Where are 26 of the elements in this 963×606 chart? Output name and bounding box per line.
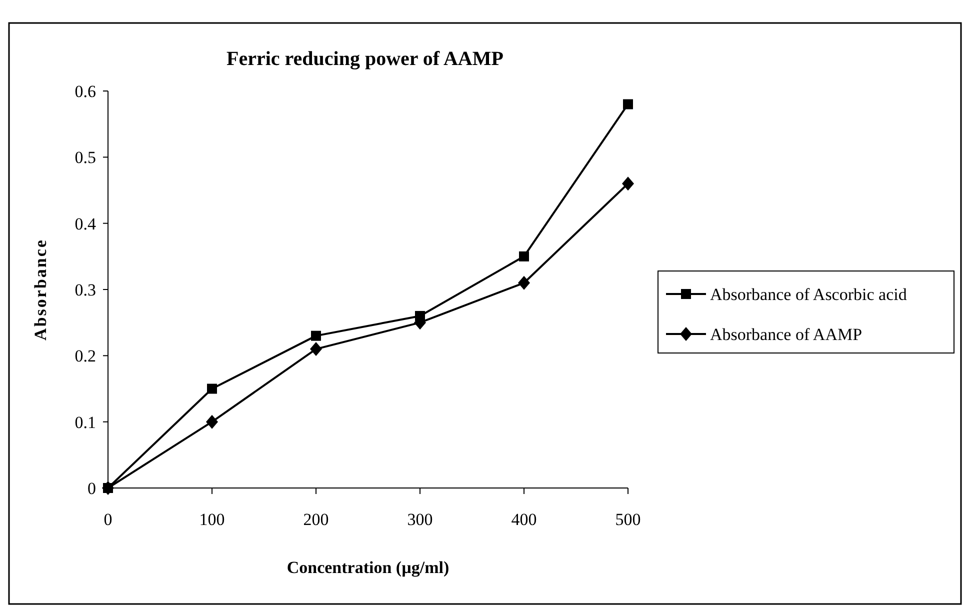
- y-axis-title: Absorbance: [31, 238, 50, 340]
- x-tick-label: 500: [615, 510, 641, 529]
- x-tick-label: 200: [303, 510, 329, 529]
- x-tick-label: 400: [511, 510, 537, 529]
- y-tick-label: 0.5: [74, 148, 96, 168]
- point: [622, 176, 634, 191]
- point: [311, 330, 321, 341]
- legend-label: Absorbance of Ascorbic acid: [710, 285, 908, 304]
- x-tick-label: 0: [104, 510, 112, 529]
- point: [623, 99, 633, 110]
- x-axis-title: Concentration (µg/ml): [286, 558, 450, 577]
- y-tick-label: 0: [88, 479, 96, 498]
- point: [519, 251, 529, 262]
- point: [518, 276, 530, 290]
- y-tick-label: 0.2: [74, 346, 96, 366]
- chart-title: Ferric reducing power of AAMP: [226, 48, 504, 70]
- legend-label: Absorbance of AAMP: [710, 325, 862, 344]
- x-tick-label: 300: [407, 510, 433, 529]
- y-tick-label: 0.4: [74, 214, 96, 234]
- y-tick-label: 0.6: [74, 82, 96, 101]
- point: [310, 342, 322, 356]
- point: [206, 414, 218, 429]
- x-tick-label: 100: [199, 510, 225, 529]
- y-tick-label: 0.1: [74, 412, 96, 432]
- point: [207, 384, 217, 394]
- y-tick-label: 0.3: [74, 280, 96, 300]
